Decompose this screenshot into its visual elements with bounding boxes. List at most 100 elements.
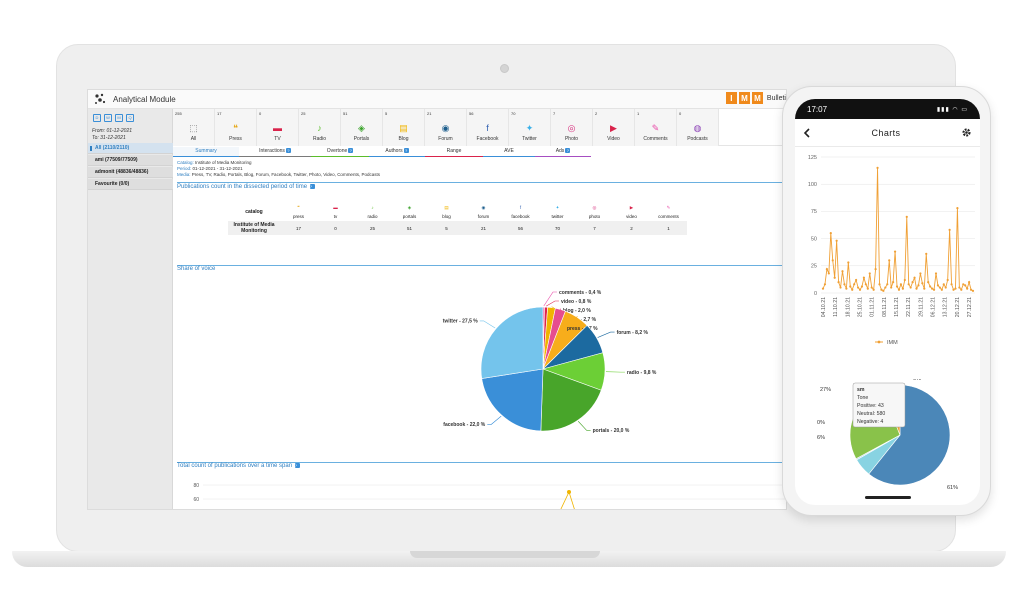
catalog-value: Institute of Media Monitoring bbox=[195, 160, 252, 165]
pie-label: blog - 2,0 % bbox=[563, 308, 591, 314]
tab-label: Range bbox=[446, 148, 462, 154]
blog-icon: ▤ bbox=[399, 123, 408, 133]
line-point bbox=[940, 288, 943, 291]
sidebar-item-ami[interactable]: ami (77509/77509) bbox=[88, 155, 173, 166]
line-point bbox=[831, 259, 834, 262]
channel-portals[interactable]: 51 ◈ Portals bbox=[341, 109, 383, 146]
line-point bbox=[958, 286, 961, 289]
facebook-icon: f bbox=[519, 205, 522, 210]
status-bar: 17:07 ▮▮▮ ◠ ▭ bbox=[795, 99, 980, 119]
channel-blog[interactable]: 5 ▤ Blog bbox=[383, 109, 425, 146]
line-point bbox=[909, 286, 912, 289]
help-icon[interactable]: ? bbox=[285, 148, 291, 154]
channel-facebook[interactable]: 56 f Facebook bbox=[467, 109, 509, 146]
tab-range[interactable]: Range bbox=[425, 147, 483, 157]
line-point bbox=[925, 252, 928, 255]
channel-forum[interactable]: 21 ◉ Forum bbox=[425, 109, 467, 146]
cube-icon: ◈ bbox=[358, 123, 365, 133]
x-tick-label: 18.10.21 bbox=[845, 297, 851, 317]
sidebar-item-admonit[interactable]: admonit (48836/48836) bbox=[88, 167, 173, 178]
legend-label: IMM bbox=[887, 340, 898, 346]
help-icon[interactable]: ? bbox=[309, 184, 315, 189]
tooltip-box bbox=[852, 382, 906, 428]
date-range: From: 01-12-2021 To: 31-12-2021 bbox=[88, 122, 172, 142]
laptop-screen: Analytical Module I M M Bulleti D W M Q … bbox=[87, 89, 787, 510]
channel-radio[interactable]: 25 ♪ Radio bbox=[299, 109, 341, 146]
pie-leader-line bbox=[597, 331, 615, 338]
tab-interactions[interactable]: Interactions? bbox=[239, 147, 311, 157]
channel-count: 1 bbox=[637, 111, 640, 116]
timeline-title-text: Total count of publications over a time … bbox=[177, 463, 293, 470]
line-point bbox=[954, 287, 957, 290]
brand-letter-2: M bbox=[738, 92, 750, 104]
channel-video[interactable]: 2 ▶ Video bbox=[593, 109, 635, 146]
sidebar-item-favourite[interactable]: Favourite (0/0) bbox=[88, 179, 173, 190]
help-icon[interactable]: ? bbox=[403, 148, 409, 154]
calendar-quarter-icon[interactable]: Q bbox=[126, 114, 134, 122]
tab-ave[interactable]: AVE bbox=[483, 147, 535, 157]
pie-label: radio - 9,8 % bbox=[627, 370, 657, 376]
sidebar-item-label: All (2110/2110) bbox=[95, 145, 130, 151]
tab-overtone[interactable]: Overtone? bbox=[311, 147, 369, 157]
channel-count: 7 bbox=[553, 111, 556, 116]
channel-label: TV bbox=[274, 136, 281, 142]
brand-letter-1: I bbox=[725, 92, 737, 104]
cube-icon: ◈ bbox=[407, 204, 412, 210]
line-point bbox=[942, 283, 945, 286]
channel-podcasts[interactable]: 0 ◍ Podcasts bbox=[677, 109, 719, 146]
tab-summary[interactable]: Summary bbox=[173, 147, 239, 157]
calendar-day-icon[interactable]: D bbox=[93, 114, 101, 122]
x-tick-label: 06.12.21 bbox=[931, 297, 937, 317]
channel-label: Press bbox=[229, 136, 242, 142]
tv-icon: ▬ bbox=[273, 123, 282, 133]
column-value: 1 bbox=[650, 221, 687, 235]
tab-ads[interactable]: Ads? bbox=[535, 147, 591, 157]
publications-title-text: Publications count in the dissected peri… bbox=[177, 184, 308, 191]
microphone-icon: ♪ bbox=[317, 123, 322, 133]
back-chevron-icon[interactable] bbox=[803, 127, 811, 138]
column-label: radio bbox=[367, 214, 378, 219]
eraser-icon: ✎ bbox=[651, 123, 660, 133]
y-tick-label: 25 bbox=[811, 264, 817, 270]
tone-pie-label: 27% bbox=[820, 387, 831, 393]
channel-count: 5 bbox=[385, 111, 388, 116]
channel-twitter[interactable]: 70 ✦ Twitter bbox=[509, 109, 551, 146]
help-icon[interactable]: ? bbox=[565, 148, 571, 154]
tooltip-negative: Negative: 4 bbox=[857, 419, 883, 425]
line-point bbox=[862, 276, 866, 279]
gear-icon[interactable] bbox=[961, 127, 972, 138]
line-point bbox=[893, 250, 897, 253]
pie-slice[interactable] bbox=[481, 368, 544, 432]
line-point bbox=[833, 276, 836, 279]
x-tick-label: 01.11.21 bbox=[870, 297, 876, 317]
line-point bbox=[847, 261, 850, 264]
channel-label: Facebook bbox=[476, 136, 499, 142]
channel-press[interactable]: 17 ❝ Press bbox=[215, 109, 257, 146]
calendar-week-icon[interactable]: W bbox=[104, 114, 112, 122]
pie-slice[interactable] bbox=[540, 368, 602, 432]
help-icon[interactable]: ? bbox=[294, 463, 300, 468]
column-label: portals bbox=[402, 214, 417, 219]
pie-slice[interactable] bbox=[480, 306, 544, 379]
brand-logo: I M M Bulleti bbox=[725, 92, 786, 104]
line-point bbox=[897, 288, 901, 291]
calendar-month-icon[interactable]: M bbox=[115, 114, 123, 122]
channel-tv[interactable]: 0 ▬ TV bbox=[257, 109, 299, 146]
line-point bbox=[960, 288, 963, 291]
column-label: photo bbox=[588, 214, 601, 219]
channel-comments[interactable]: 1 ✎ Comments bbox=[635, 109, 677, 146]
tone-pie-label: 6% bbox=[817, 435, 825, 441]
sidebar-item-all[interactable]: All (2110/2110) bbox=[88, 143, 173, 154]
tone-pie-slice[interactable] bbox=[868, 384, 951, 486]
line-point bbox=[956, 207, 959, 210]
tab-authors[interactable]: Authors? bbox=[369, 147, 425, 157]
channel-all[interactable]: 255 ⬚ All bbox=[173, 109, 215, 146]
help-icon[interactable]: ? bbox=[348, 148, 354, 154]
period-key: Period: bbox=[177, 166, 192, 171]
tab-label: Summary bbox=[195, 148, 217, 154]
line-point bbox=[936, 284, 940, 287]
main-content: 255 ⬚ All 17 ❝ Press 0 ▬ TV 25 ♪ Radio 51 ◈ Portals 5 ▤ B… bbox=[173, 109, 786, 509]
quote-icon: ❝ bbox=[297, 204, 300, 210]
line-point bbox=[874, 267, 877, 271]
channel-photo[interactable]: 7 ◎ Photo bbox=[551, 109, 593, 146]
